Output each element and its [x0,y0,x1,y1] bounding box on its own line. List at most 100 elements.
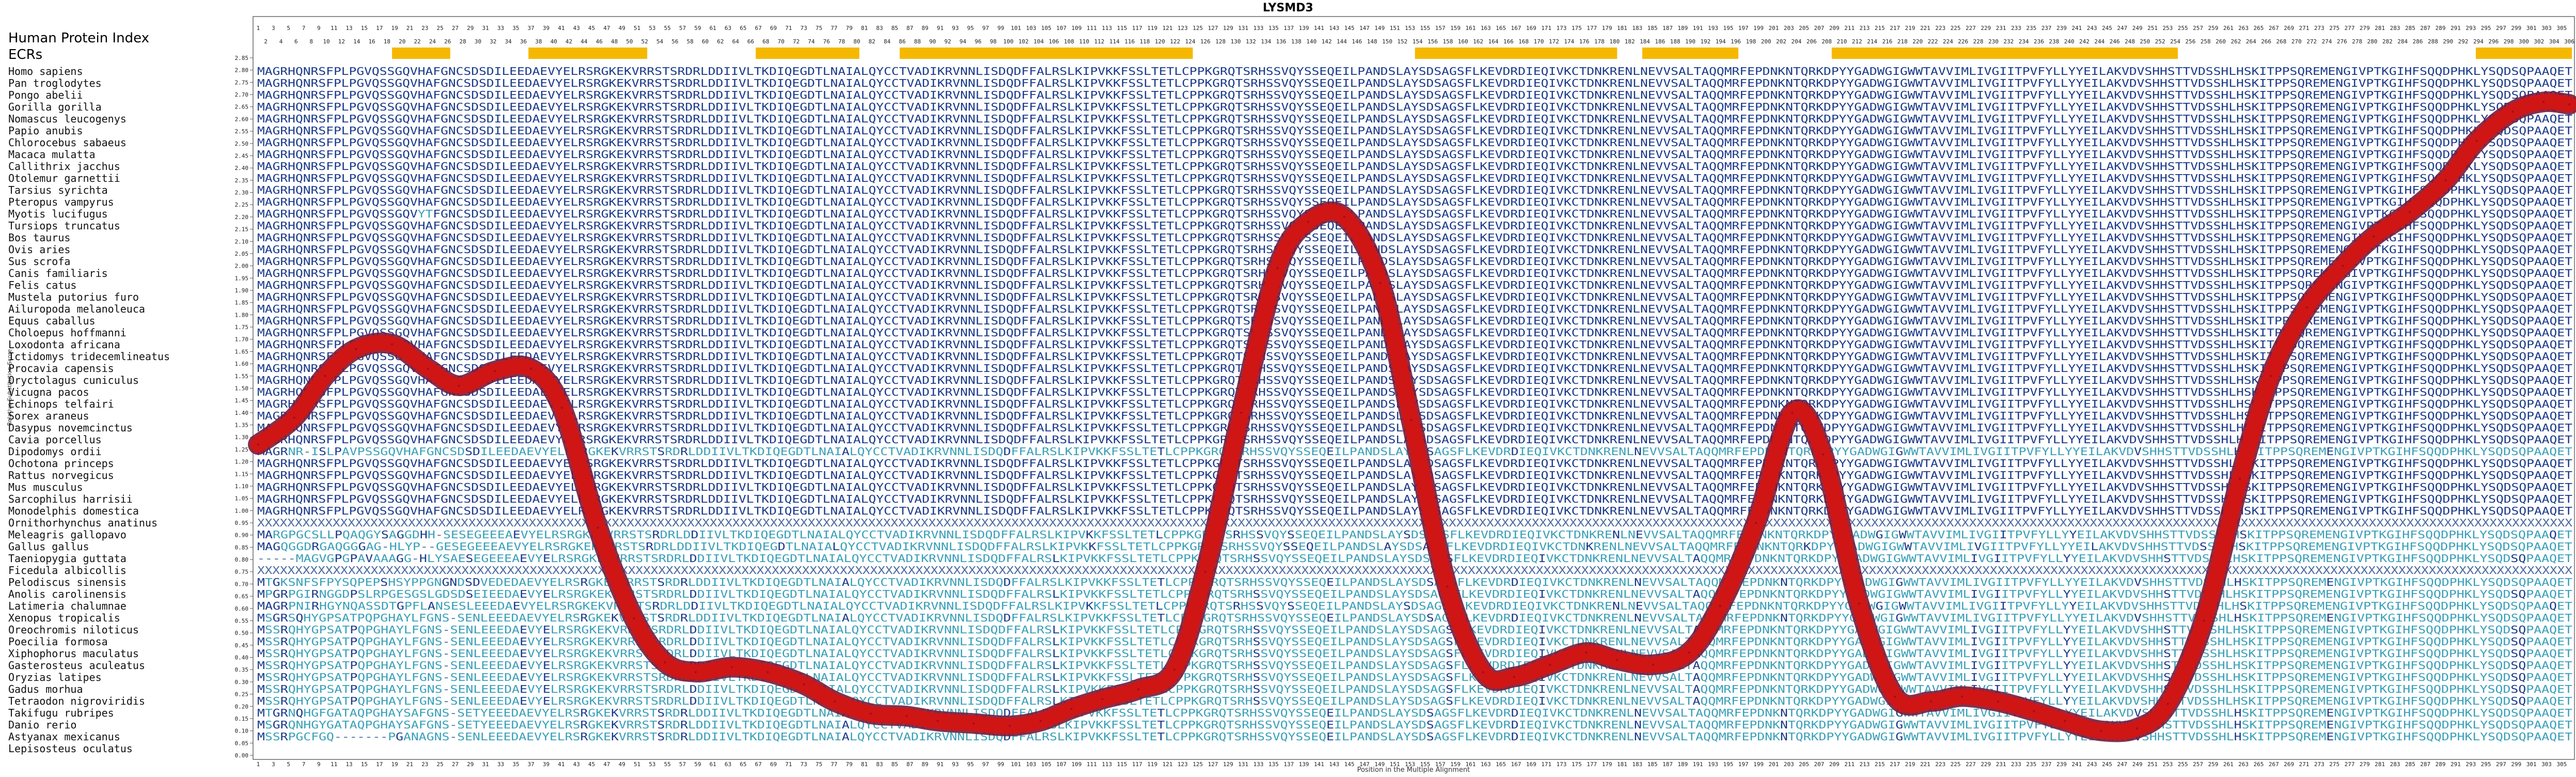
y-tick-label: 0.75 [235,569,249,576]
sequence-run: MAGRHQNRSFPLPGVQSSGQVHAFGNCSDSDILEEDAEVY… [257,315,2572,327]
bottom-index-label: 65 [740,761,746,768]
sequence-run: N [1634,731,1642,743]
top-index-label: 97 [982,25,989,32]
top-index-label: 282 [2382,38,2393,45]
y-tick-label: 1.95 [235,275,249,282]
top-index-label: 116 [1124,38,1135,45]
top-index-label: 114 [1109,38,1120,45]
sequence-run: K [611,731,619,743]
y-tick-label: 1.25 [235,446,249,453]
sequence-run: SKITPPSQREM [2242,707,2327,719]
score-point [1173,669,1176,671]
sequence-run: EVVSALTAQQMRFEPDNK [1642,707,1780,719]
sequence-run: KIPVKKFSSLTETLCPPKGRQTSRH [1060,552,1253,565]
sequence-run: VG [1978,624,1993,636]
sequence-run: G [273,576,280,588]
sequence-run: PNI [288,600,311,612]
sequence-run: L [1155,600,1163,612]
bottom-index-label: 109 [1072,761,1082,768]
top-index-label: 139 [1299,25,1309,32]
sequence-run: SQ [2510,635,2526,648]
top-index-label: 255 [2178,25,2188,32]
y-tick-label: 0.50 [235,630,249,636]
sequence-run: IEQIVKCTDNKRENL [1519,719,1634,731]
sequence-run: PAAQET [2526,624,2572,636]
bottom-index-ticks: 1 3 5 7 9 11 13 15 17 19 21 23 25 27 29 31 33 35 37 39 41 43 4… [257,761,2567,768]
sequence-run: E [520,635,527,648]
y-tick-label: 1.45 [235,397,249,404]
sequence-run: GR [273,719,289,731]
sequence-run: TTVDSSHLHSKITPPSQREMENGIVPTKGIHFSQQDPHKL… [2171,671,2510,683]
bottom-index-label: 127 [1208,761,1218,768]
sequence-run: S [657,445,665,458]
top-index-label: 201 [1768,25,1779,32]
top-index-label: 103 [1026,25,1036,32]
sequence-run: L [1052,624,1060,636]
sequence-run: LN [1620,529,1636,541]
sequence-run: S [1253,659,1261,672]
sequence-run: A [842,576,850,588]
y-tick-label: 1.75 [235,324,249,331]
top-index-label: 276 [2337,38,2347,45]
sequence-run: E [1636,600,1643,612]
top-index-label: 226 [1958,38,1968,45]
sequence-run: S [1253,552,1261,565]
bottom-index-label: 281 [2375,761,2385,768]
y-tick-label: 2.85 [235,55,249,61]
sequence-row: M T GR N Q HGFGATAQPGHAYSAFGNS - SETYEEEDAEVYEL… [257,707,2572,719]
score-point [324,375,326,377]
sequence-run: E [543,635,551,648]
bottom-index-label: 11 [331,761,337,768]
sequence-run: W [1899,529,1907,541]
top-index-label: 91 [937,25,944,32]
top-index-label: 232 [2003,38,2014,45]
sequence-run: SENLEEEDA [450,647,520,660]
sequence-run: MAGRHQNRSFPLPGVQSSGQVHAFGNCSDSDILEEDAEVY… [257,77,2572,89]
sequence-run: YSDS [1391,540,1422,553]
top-index-label: 167 [1511,25,1521,32]
sequence-run: L [1052,635,1060,648]
top-index-label: 45 [588,25,595,32]
bottom-index-label: 47 [603,761,610,768]
top-index-label: 172 [1549,38,1559,45]
bottom-index-label: 289 [2436,761,2446,768]
sequence-run: VG [1978,635,1993,648]
sequence-run: SKITPPSQREM [2242,576,2327,588]
species-label: Mustela putorius furo [8,291,139,303]
sequence-run: SS [265,659,280,672]
sequence-run: RGPGCSLL [273,529,335,541]
top-index-label: 84 [884,38,891,45]
sequence-run: SS [1283,540,1298,553]
y-tick-label: 1.55 [235,373,249,380]
score-point [1276,267,1279,270]
bottom-index-label: 187 [1662,761,1673,768]
top-index-label: 202 [1776,38,1786,45]
species-label: Bos taurus [8,231,70,244]
sequence-run: SEQEILPANDSLAY [1295,600,1403,612]
top-index-label: 130 [1231,38,1241,45]
sequence-run: YT [418,208,433,220]
bottom-index-label: 177 [1587,761,1597,768]
sequence-run: R [680,707,688,719]
bottom-index-label: 95 [967,761,974,768]
sequence-run: VY [527,647,543,660]
top-index-label: 24 [429,38,436,45]
top-index-label: 254 [2170,38,2180,45]
top-index-label: 49 [619,25,625,32]
top-index-label: 93 [952,25,959,32]
top-index-label: 162 [1473,38,1483,45]
sequence-row: M T G KSNFSFPYSQPEP S HSYPPGN GN D SD VEDEDAEVYEL… [257,576,2572,588]
species-label: Oryctolagus cuniculus [8,374,139,386]
top-index-label: 74 [808,38,815,45]
sequence-run: DIIVLTKDIQEGDTLNAIALQYCCTVADIKRVNNLISDQD… [697,647,1052,660]
sequence-run: MAGRHQNRSFPLPGVQSSGQVHAFGNCSDSDILEEDAEVY… [257,255,2572,268]
sequence-run: M [257,588,265,600]
species-label: Pelodiscus sinensis [8,576,127,588]
top-index-label: 161 [1466,25,1476,32]
species-label: Ornithorhynchus anatinus [8,517,158,529]
top-index-label: 295 [2481,25,2491,32]
top-index-label: 151 [1390,25,1400,32]
sequence-run: I [311,445,319,458]
species-label: Vicugna pacos [8,386,89,398]
sequence-run: - [449,612,457,624]
